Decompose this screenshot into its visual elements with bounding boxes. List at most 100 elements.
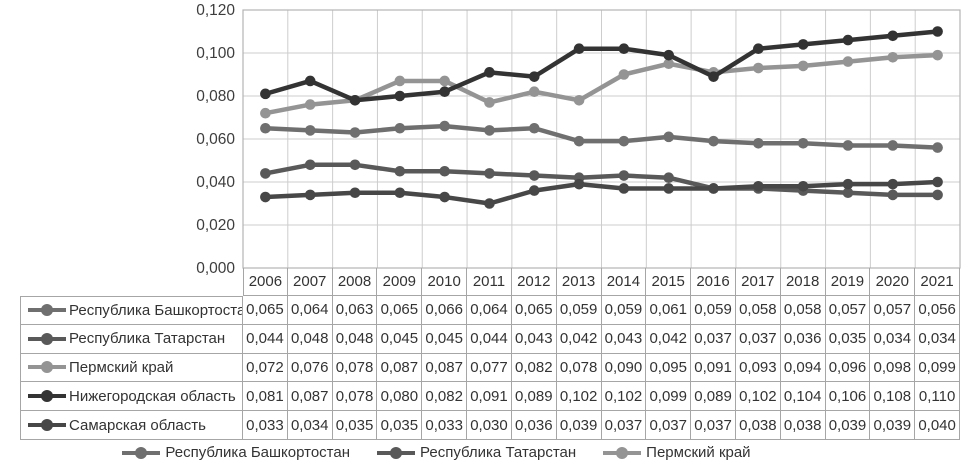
series-line-4 bbox=[263, 29, 940, 103]
value-cell: 0,039 bbox=[870, 411, 916, 440]
value-cell: 0,089 bbox=[511, 382, 557, 412]
data-point bbox=[932, 176, 943, 188]
legend-key-icon bbox=[28, 332, 66, 345]
value-cell: 0,098 bbox=[870, 353, 916, 383]
legend-key-icon bbox=[28, 390, 66, 403]
data-point bbox=[842, 187, 854, 199]
year-header-cell: 2013 bbox=[556, 268, 602, 296]
y-axis-tick-label: 0,060 bbox=[196, 131, 235, 148]
data-point bbox=[887, 52, 899, 63]
legend-key-icon bbox=[122, 446, 161, 459]
value-cell: 0,042 bbox=[646, 324, 692, 354]
year-header-cell: 2015 bbox=[646, 268, 692, 296]
value-cell: 0,045 bbox=[422, 324, 468, 354]
value-cell: 0,037 bbox=[691, 411, 736, 440]
year-header-cell: 2007 bbox=[287, 268, 333, 296]
y-axis-tick-label: 0,040 bbox=[196, 174, 235, 191]
year-header-cell: 2017 bbox=[735, 268, 781, 296]
data-point bbox=[439, 75, 450, 87]
value-cell: 0,066 bbox=[422, 296, 468, 325]
value-cell: 0,090 bbox=[601, 353, 647, 383]
data-point bbox=[753, 181, 764, 192]
value-cell: 0,061 bbox=[646, 296, 692, 325]
value-cell: 0,059 bbox=[601, 296, 647, 325]
value-cell: 0,057 bbox=[825, 296, 871, 325]
data-point bbox=[484, 198, 495, 209]
year-header-cell: 2019 bbox=[825, 268, 871, 296]
y-axis-tick-label: 0,080 bbox=[196, 88, 235, 105]
data-point bbox=[618, 43, 630, 54]
data-point bbox=[663, 58, 675, 70]
data-point bbox=[528, 185, 540, 196]
value-cell: 0,058 bbox=[780, 296, 826, 325]
y-axis-tick-label: 0,000 bbox=[196, 260, 235, 277]
value-cell: 0,077 bbox=[467, 353, 512, 383]
data-point bbox=[439, 165, 450, 177]
year-header-cell: 2016 bbox=[691, 268, 736, 296]
year-header-cell: 2010 bbox=[422, 268, 468, 296]
value-cell: 0,044 bbox=[467, 324, 512, 354]
series-label-cell: Республика Башкортостан bbox=[20, 296, 243, 325]
value-cell: 0,048 bbox=[287, 324, 333, 354]
data-point bbox=[797, 181, 809, 192]
legend-item: Республика Татарстан bbox=[377, 444, 576, 461]
value-cell: 0,036 bbox=[780, 324, 826, 354]
chart-legend: Республика Башкортостан Республика Татарс… bbox=[0, 444, 921, 461]
value-cell: 0,078 bbox=[332, 382, 378, 412]
value-cell: 0,059 bbox=[691, 296, 736, 325]
data-point bbox=[439, 191, 450, 203]
data-point bbox=[663, 49, 675, 61]
series-name: Республика Башкортостан bbox=[69, 301, 243, 319]
value-cell: 0,044 bbox=[243, 324, 288, 354]
data-point bbox=[932, 142, 943, 153]
data-point bbox=[618, 135, 630, 147]
data-point bbox=[573, 178, 585, 190]
value-cell: 0,037 bbox=[601, 411, 647, 440]
data-point bbox=[439, 86, 450, 97]
data-point bbox=[349, 95, 361, 106]
value-cell: 0,036 bbox=[511, 411, 557, 440]
value-cell: 0,078 bbox=[556, 353, 602, 383]
data-point bbox=[528, 86, 540, 97]
data-point bbox=[260, 107, 271, 119]
plot-border bbox=[242, 9, 961, 269]
value-cell: 0,035 bbox=[377, 411, 423, 440]
data-point bbox=[304, 99, 316, 110]
value-cell: 0,038 bbox=[735, 411, 781, 440]
data-point bbox=[349, 159, 361, 171]
data-point bbox=[304, 159, 316, 171]
series-line-3 bbox=[263, 52, 940, 116]
value-cell: 0,037 bbox=[691, 324, 736, 354]
data-point bbox=[753, 62, 764, 74]
data-point bbox=[439, 120, 450, 132]
data-point bbox=[842, 56, 854, 67]
value-cell: 0,037 bbox=[735, 324, 781, 354]
data-point bbox=[618, 183, 630, 194]
value-cell: 0,110 bbox=[915, 382, 960, 412]
data-point bbox=[394, 90, 406, 102]
data-point bbox=[797, 60, 809, 72]
value-cell: 0,094 bbox=[780, 353, 826, 383]
data-point bbox=[573, 43, 585, 54]
value-cell: 0,082 bbox=[511, 353, 557, 383]
value-cell: 0,042 bbox=[556, 324, 602, 354]
series-name: Самарская область bbox=[69, 416, 206, 434]
data-point bbox=[753, 138, 764, 149]
legend-key-icon bbox=[377, 446, 416, 459]
legend-key-icon bbox=[28, 361, 66, 374]
year-header-cell: 2008 bbox=[332, 268, 378, 296]
value-cell: 0,091 bbox=[691, 353, 736, 383]
value-cell: 0,037 bbox=[646, 411, 692, 440]
data-point bbox=[394, 75, 406, 87]
year-header-cell: 2009 bbox=[377, 268, 423, 296]
value-cell: 0,065 bbox=[243, 296, 288, 325]
data-point bbox=[708, 183, 719, 194]
value-cell: 0,099 bbox=[646, 382, 692, 412]
year-header-cell: 2021 bbox=[915, 268, 960, 296]
data-point bbox=[797, 138, 809, 149]
data-point bbox=[663, 183, 675, 194]
line-chart-plot: 0,000 0,020 0,040 0,060 0,080 0,100 0,120 bbox=[196, 2, 961, 277]
series-line-5 bbox=[263, 179, 940, 206]
data-point bbox=[932, 189, 943, 201]
